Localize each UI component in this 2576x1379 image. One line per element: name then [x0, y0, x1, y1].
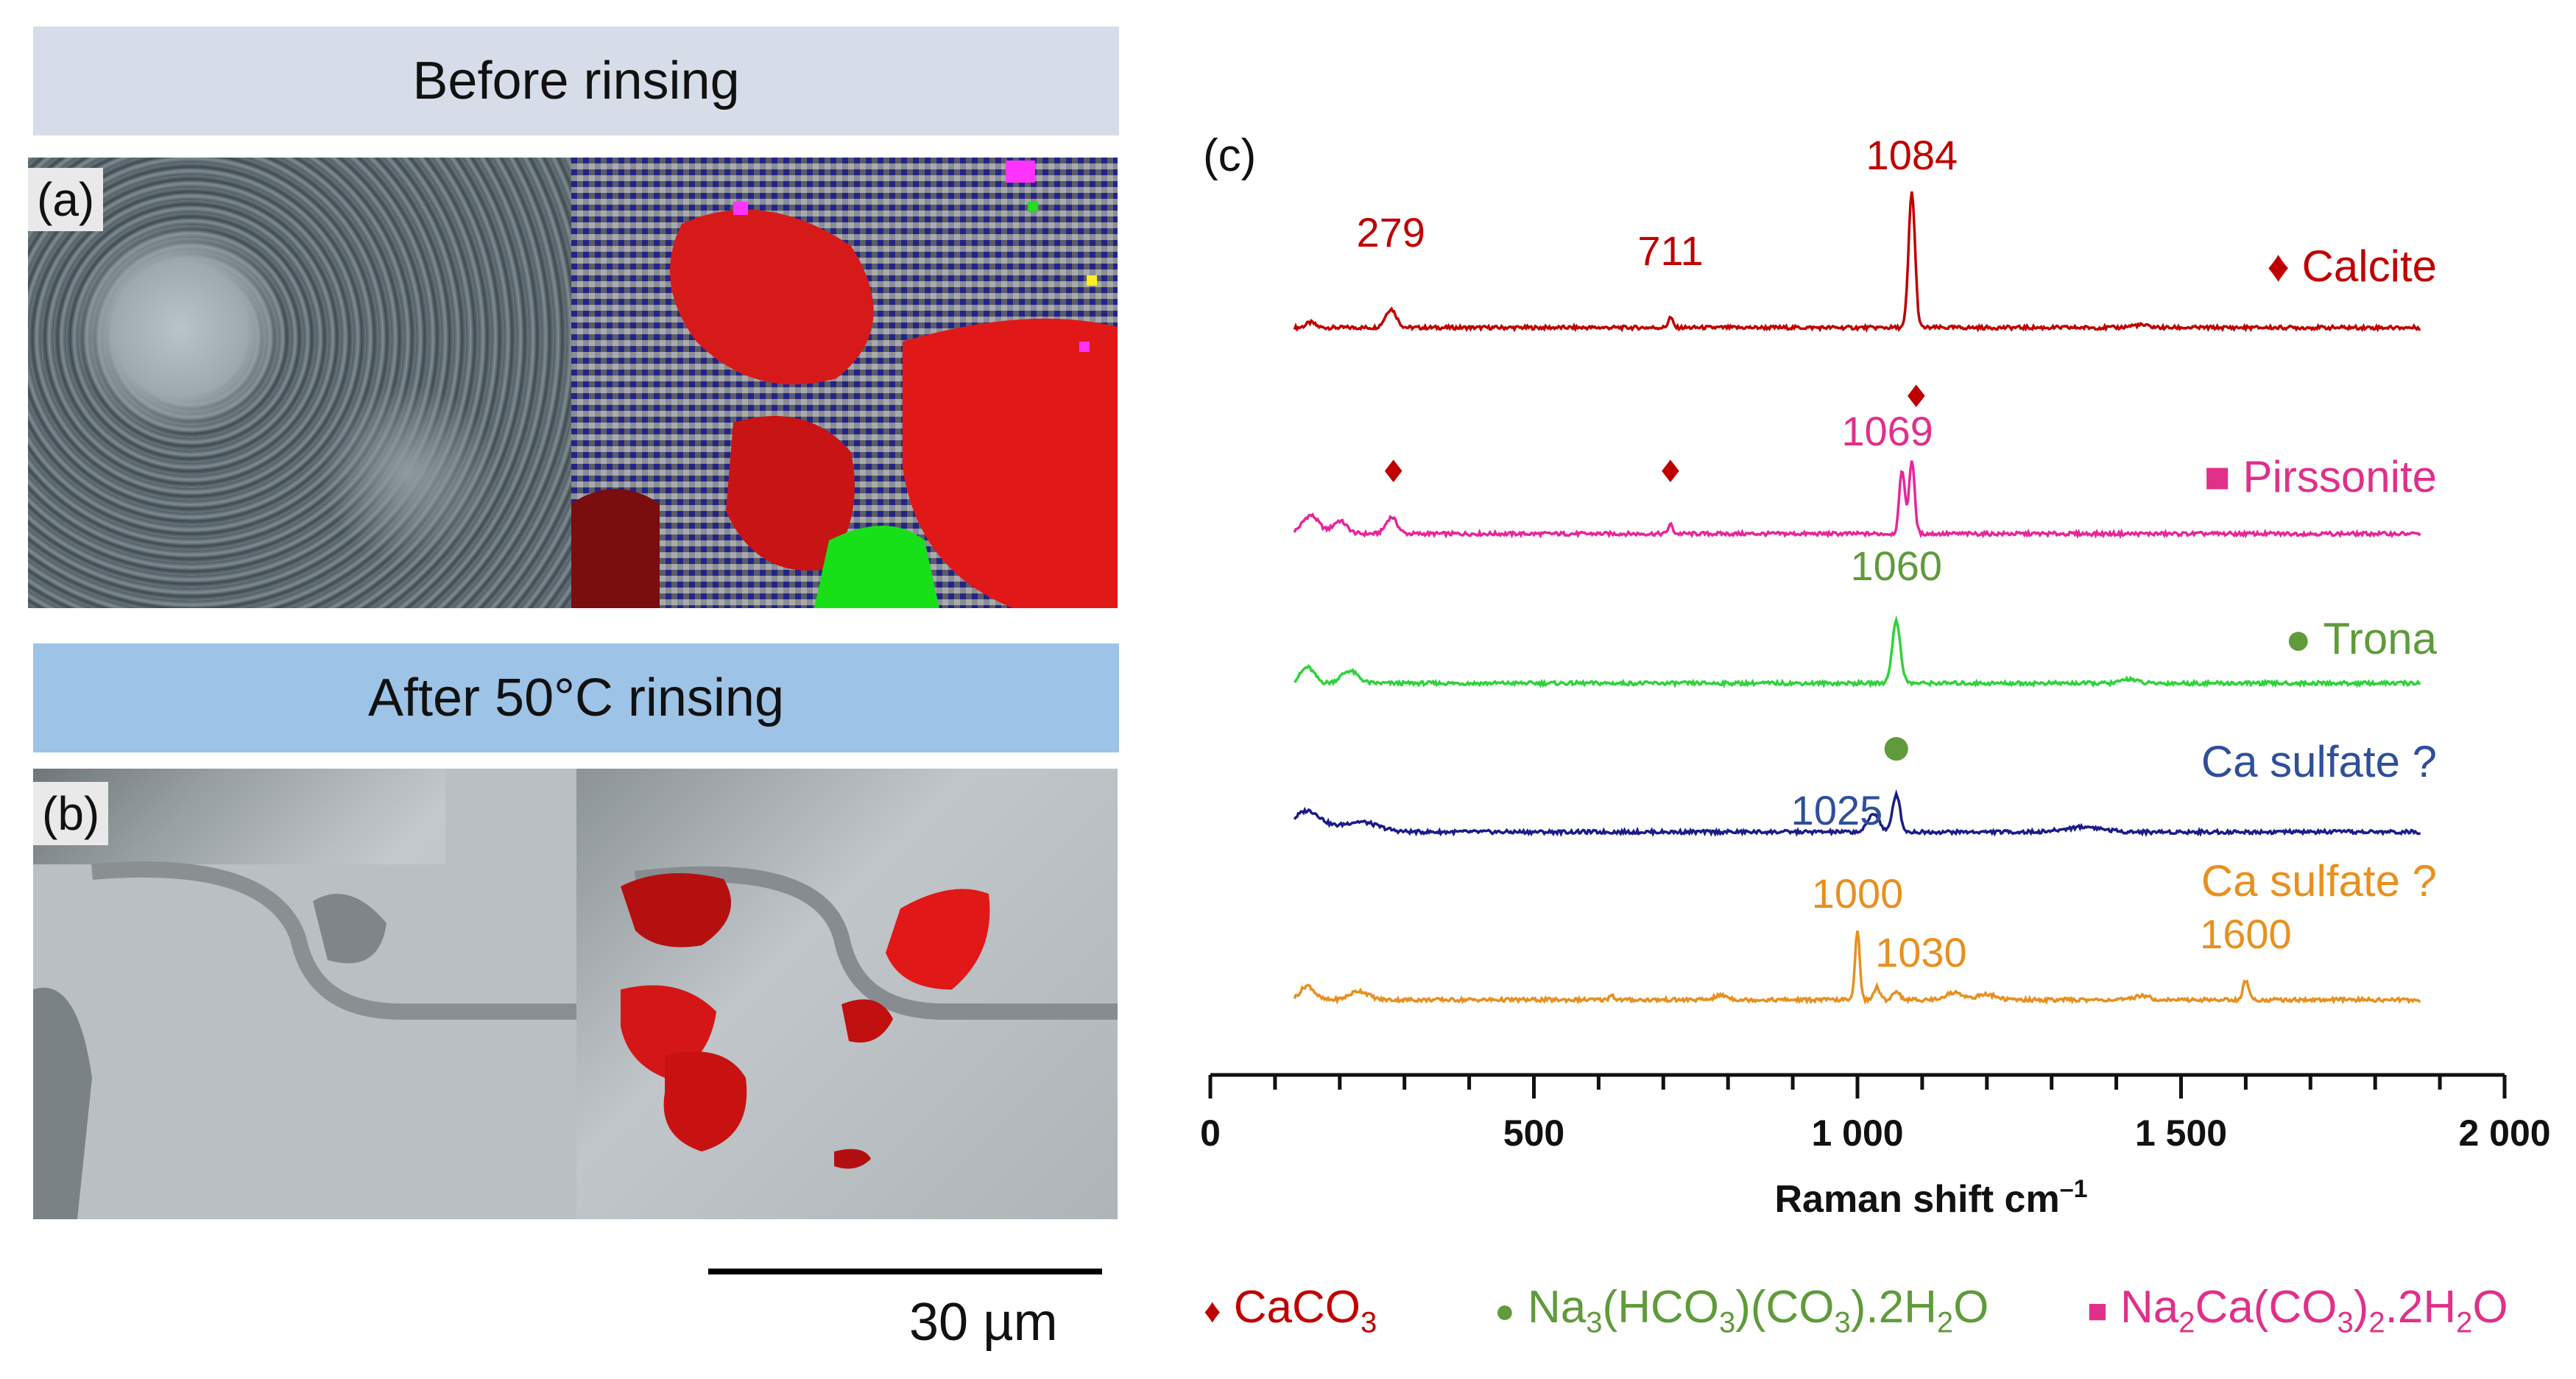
raman-map-after: [576, 769, 1118, 1219]
series-label-4: Ca sulfate ?: [2201, 737, 2437, 786]
x-axis: 0 500 1 000 1 500 2 000: [1200, 1073, 2551, 1154]
x-tick-label-1500: 1 500: [2135, 1112, 2227, 1154]
x-axis-label: Raman shift cm–1: [1774, 1175, 2087, 1221]
legend-pirssonite-t3: ): [2353, 1282, 2369, 1333]
peak-label-1025: 1025: [1791, 787, 1883, 833]
x-tick-label-0: 0: [1200, 1112, 1221, 1154]
spectrum-line-2: [1293, 460, 2421, 540]
peak-label-279: 279: [1357, 209, 1425, 255]
legend-trona-t3: )(CO: [1735, 1282, 1835, 1333]
legend-pirssonite: ■ Na2Ca(CO3)2.2H2O: [2087, 1281, 2508, 1339]
legend-trona: ● Na3(HCO3)(CO3).2H2O: [1495, 1281, 1989, 1339]
peak-label-711: 711: [1637, 228, 1703, 274]
legend-pirssonite-t1: Na: [2120, 1282, 2179, 1333]
peak-marker-2-1: ♦: [1380, 454, 1408, 490]
raman-map-before: [571, 158, 1118, 608]
raman-map-after-svg: [621, 866, 1118, 1169]
raman-map-before-svg: [571, 158, 1118, 608]
peak-label-1084: 1084: [1866, 132, 1958, 178]
panel-label-c: (c): [1203, 130, 1256, 181]
x-tick-label-1000: 1 000: [1811, 1112, 1903, 1154]
panel-label-b: (b): [33, 782, 109, 845]
legend-trona-t2: (HCO: [1602, 1282, 1719, 1333]
legend-pirssonite-t5: O: [2472, 1282, 2508, 1333]
legend-trona-t5: O: [1953, 1282, 1989, 1333]
legend-pirssonite-s3: 2: [2368, 1306, 2385, 1339]
micrograph-after-optical-svg: [33, 769, 576, 1219]
peak-label-1000: 1000: [1812, 870, 1904, 917]
peak-label-1030: 1030: [1875, 929, 1967, 976]
peak-label-1600: 1600: [2200, 911, 2292, 957]
peak-marker-4-1: ●: [1882, 728, 1910, 764]
legend-caco3-icon: ♦: [1204, 1291, 1221, 1330]
legend-trona-s2: 3: [1718, 1306, 1736, 1339]
peak-marker-2-2: ♦: [1656, 454, 1684, 490]
spectrum-line-3: [1294, 615, 2421, 689]
legend-caco3-text: CaCO: [1233, 1282, 1361, 1333]
peak-marker-2-3: ♦: [1902, 378, 1930, 415]
legend-pirssonite-t4: .2H: [2385, 1282, 2457, 1333]
banner-after-rinsing: After 50°C rinsing: [33, 643, 1119, 752]
legend-trona-s1: 3: [1586, 1306, 1603, 1339]
legend-trona-t4: ).2H: [1850, 1282, 1937, 1333]
legend-pirssonite-t2: Ca(CO: [2195, 1282, 2337, 1333]
peak-label-1060: 1060: [1850, 543, 1942, 589]
spectrum-line-1: [1293, 191, 2421, 333]
x-tick-label-2000: 2 000: [2458, 1112, 2550, 1154]
compound-legend: ♦ CaCO3 ● Na3(HCO3)(CO3).2H2O ■ Na2Ca(CO…: [1204, 1281, 2566, 1347]
legend-trona-icon: ●: [1495, 1291, 1515, 1330]
panel-label-a: (a): [28, 168, 104, 231]
series-label-5: Ca sulfate ?: [2201, 856, 2437, 906]
series-label-1: ♦ Calcite: [2267, 241, 2437, 291]
x-axis-label-text: Raman shift cm: [1774, 1178, 2059, 1221]
scale-bar-label: 30 µm: [909, 1293, 1058, 1352]
micrograph-before-optical: [28, 158, 571, 608]
legend-pirssonite-icon: ■: [2087, 1291, 2108, 1330]
legend-pirssonite-s2: 3: [2337, 1306, 2354, 1339]
legend-trona-t1: Na: [1528, 1282, 1587, 1333]
legend-pirssonite-s1: 2: [2178, 1306, 2195, 1339]
spectrum-line-4: [1293, 789, 2421, 838]
spectrum-line-5: [1293, 930, 2421, 1005]
series-label-3: ● Trona: [2285, 614, 2438, 663]
scale-bar: [708, 1269, 1102, 1274]
legend-trona-s3: 3: [1834, 1306, 1851, 1339]
x-tick-label-500: 500: [1503, 1112, 1564, 1154]
legend-caco3-sub: 3: [1360, 1306, 1377, 1339]
legend-trona-s4: 2: [1936, 1306, 1954, 1339]
micrograph-after-optical: [33, 769, 576, 1219]
legend-pirssonite-s4: 2: [2456, 1306, 2473, 1339]
banner-before-rinsing: Before rinsing: [33, 27, 1119, 135]
legend-caco3: ♦ CaCO3: [1204, 1281, 1377, 1339]
series-label-2: ■ Pirssonite: [2204, 452, 2437, 501]
x-axis-label-sup: –1: [2060, 1175, 2088, 1203]
peak-label-1069: 1069: [1841, 408, 1933, 454]
spectra-group: [1293, 191, 2421, 1005]
